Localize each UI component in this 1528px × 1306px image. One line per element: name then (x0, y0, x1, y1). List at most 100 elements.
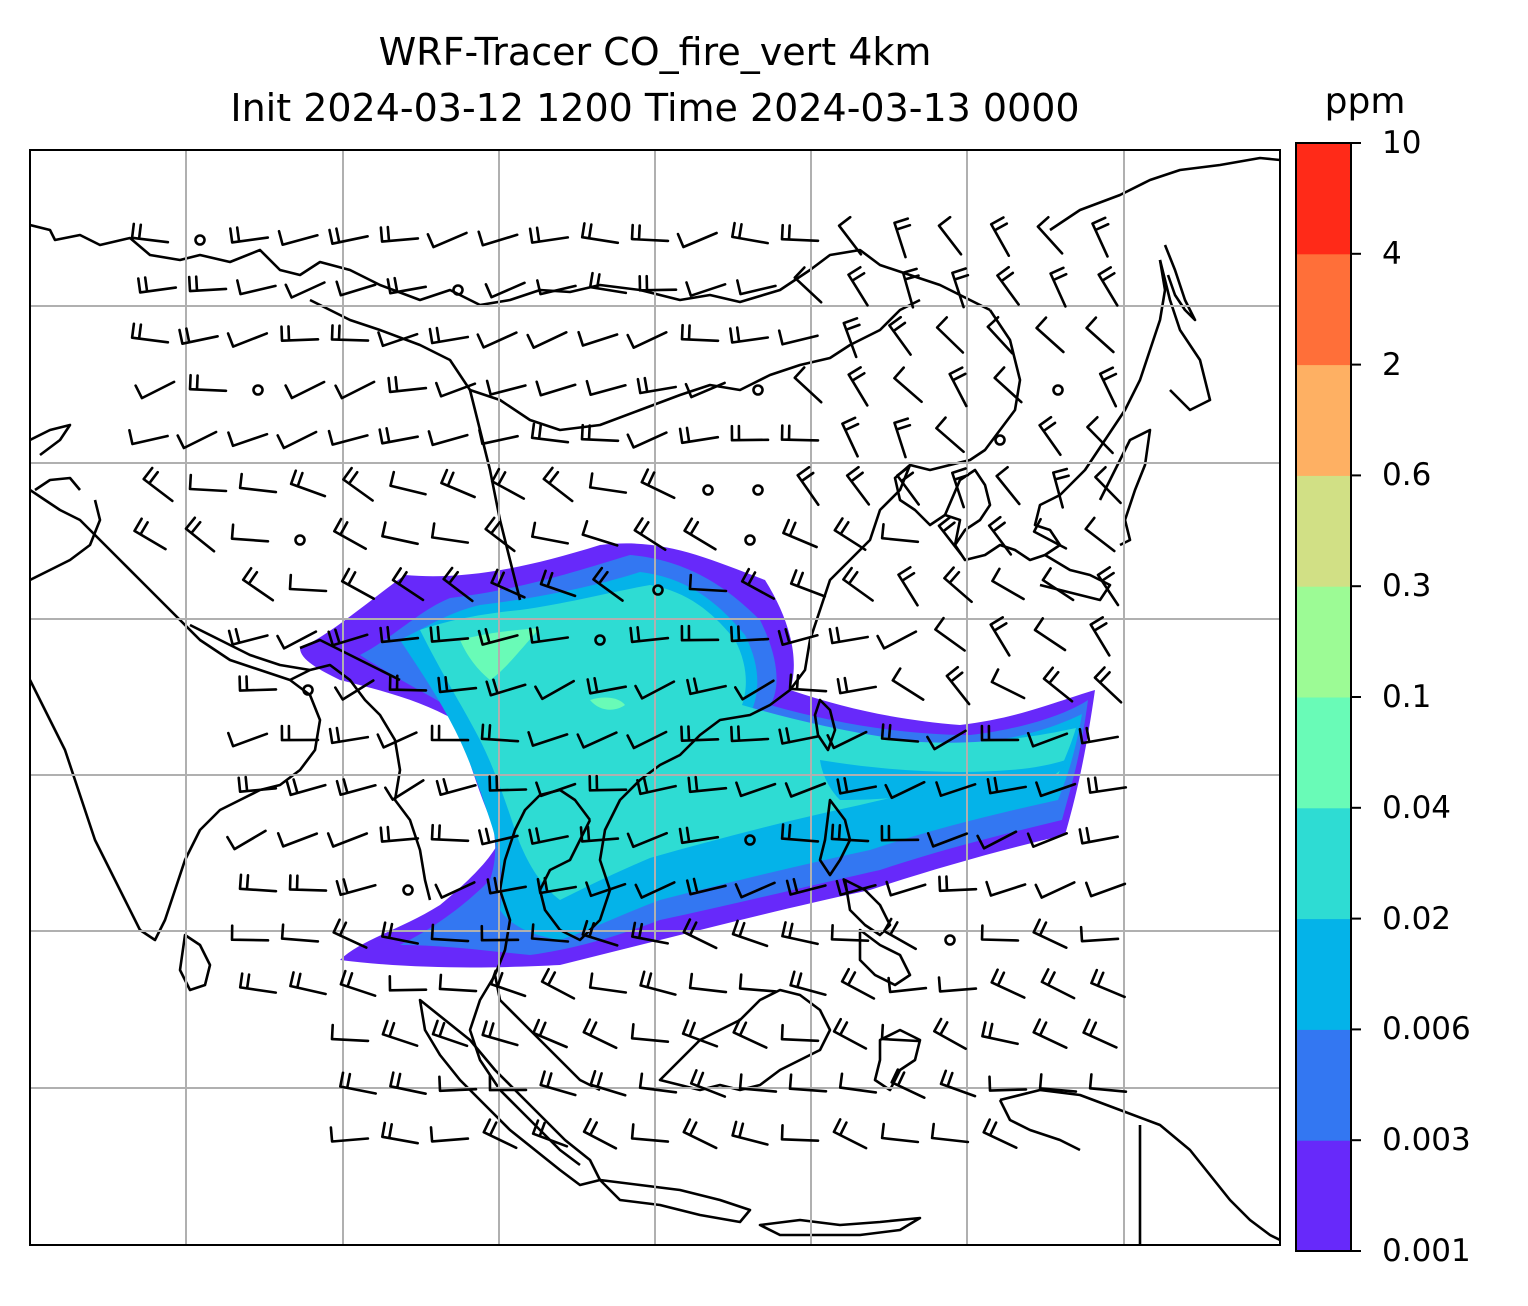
wind-barb (828, 626, 869, 645)
wind-barb (736, 279, 777, 296)
wind-barb (1094, 466, 1122, 505)
colorbar-unit-label: ppm (1324, 81, 1406, 122)
wind-barb (1042, 666, 1074, 703)
wind-barb (335, 280, 377, 297)
wind-barb (328, 227, 369, 245)
wind-barb (634, 680, 676, 700)
wind-barb (1085, 316, 1115, 354)
colorbar-tick-label: 0.003 (1382, 1122, 1471, 1159)
wind-barb (478, 827, 519, 846)
wind-barb (389, 470, 427, 496)
wind-barb (740, 567, 776, 600)
wind-barb (488, 1074, 528, 1092)
wind-barb (990, 668, 1026, 700)
wind-barb (1040, 968, 1076, 1000)
wind-barb (1079, 925, 1120, 943)
wind-barb (780, 1023, 820, 1043)
wind-barb (582, 1018, 618, 1050)
wind-barb (482, 1118, 518, 1150)
wind-barb (489, 969, 527, 998)
wind-barb (1052, 467, 1070, 509)
wind-barb (335, 778, 377, 796)
wind-barb (681, 1019, 719, 1048)
wind-barb (777, 329, 819, 346)
wind-barb (342, 466, 374, 502)
wind-barb (280, 923, 320, 943)
colorbar-segment (1296, 1029, 1351, 1141)
wind-barb (481, 1020, 519, 1047)
wind-barb (991, 567, 1025, 601)
wind-barb (638, 1072, 678, 1094)
wind-barb (531, 521, 569, 545)
wind-barb (981, 1021, 1019, 1046)
wind-barb (588, 972, 628, 994)
wind-barb (536, 279, 577, 296)
wind-barb (689, 1069, 727, 1098)
wind-barb (376, 731, 418, 749)
wind-barb (937, 515, 963, 556)
wind-barb (880, 1023, 920, 1043)
wind-barb (989, 616, 1011, 657)
wind-barb (1093, 666, 1123, 704)
wind-barb (995, 465, 1021, 506)
calm-wind-marker (302, 684, 314, 696)
wind-barb (896, 465, 920, 506)
wind-barb (230, 924, 270, 942)
wind-barb (1026, 731, 1069, 748)
wind-barb (581, 520, 619, 547)
calm-wind-marker (1052, 384, 1064, 396)
wind-barb (1085, 881, 1127, 898)
wind-barb (377, 331, 419, 348)
wind-barb (934, 616, 966, 652)
colorbar-segment (1296, 143, 1351, 255)
wind-barb (332, 918, 368, 949)
plume-level-5b (590, 697, 625, 710)
wind-barb (847, 366, 869, 407)
wind-barb (832, 1017, 868, 1050)
wind-barb (388, 975, 428, 992)
wind-barb (386, 276, 427, 295)
wind-barb (237, 775, 278, 793)
wind-barb (381, 521, 419, 546)
wind-barb (581, 919, 619, 947)
plume-tail-level-3 (820, 758, 1072, 800)
wind-barb (901, 267, 920, 309)
wind-barb (536, 876, 577, 895)
wind-barb (477, 230, 519, 247)
wind-barb (528, 226, 570, 244)
wind-barb (438, 973, 478, 993)
wind-barb (980, 924, 1020, 942)
wind-barb (539, 1070, 577, 1097)
wind-barb (1034, 881, 1076, 899)
wind-barb (530, 422, 570, 444)
wind-barb (1041, 567, 1075, 602)
wind-barb (789, 970, 827, 996)
wind-barb (1096, 566, 1120, 607)
wind-barb (576, 731, 618, 749)
wind-barb (379, 225, 420, 243)
wind-barb (893, 366, 923, 404)
wind-barb (731, 919, 769, 948)
wind-barb (838, 1072, 878, 1094)
wind-barb (476, 331, 518, 349)
wind-barb (588, 774, 628, 792)
wind-barb (682, 1118, 718, 1150)
wind-barb (793, 266, 823, 304)
wind-barb (427, 430, 469, 447)
wind-barb (987, 515, 1013, 556)
wind-barb (1032, 517, 1068, 550)
wind-barb (630, 1023, 670, 1043)
wind-barb (788, 1073, 828, 1093)
calm-wind-marker (402, 884, 414, 896)
wind-barb (782, 518, 818, 549)
wind-barb (638, 274, 678, 292)
wind-barb (137, 276, 178, 294)
wind-barb (780, 424, 820, 442)
wind-barb (639, 970, 677, 996)
wind-barb (227, 627, 269, 646)
wind-barb (676, 231, 718, 249)
wind-barb (381, 921, 419, 945)
colorbar-tick-label: 0.001 (1382, 1233, 1471, 1269)
wind-barb (484, 281, 526, 299)
wind-barb (687, 775, 728, 794)
